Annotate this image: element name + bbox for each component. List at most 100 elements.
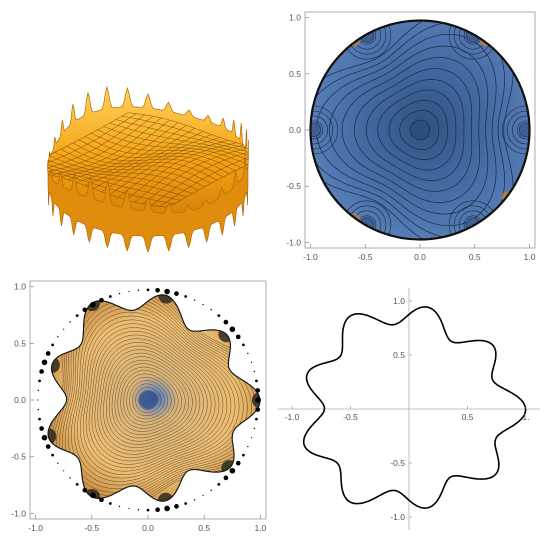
star-contour-plot: -1.0-1.0 -0.5 -0.5 0.0 0.0 0.5 0.5 1.0 1.0: [11, 280, 267, 533]
surface-plot: [47, 85, 249, 253]
star-outer-dot: [235, 460, 241, 466]
star-outer-dot: [223, 475, 229, 481]
disk-contour-line: [388, 99, 448, 161]
star-outer-dot: [69, 477, 71, 479]
disk-y-tick-label: -0.5: [286, 181, 301, 191]
star-outer-dot: [108, 502, 112, 505]
star-outer-dot: [164, 505, 170, 512]
star-outer-dot: [57, 462, 59, 464]
star-contour-line: [132, 383, 165, 417]
star-outer-dot: [69, 321, 71, 323]
star-outer-dot: [250, 437, 253, 439]
boundary-curve-plot: -1.0 -0.5 0.5 1. 1.0 0.5 -0.5 -1.0: [278, 288, 540, 530]
surface-mesh-line: [159, 148, 249, 207]
disk-boundary: [309, 19, 531, 241]
star-outer-dot: [51, 343, 54, 347]
star-outer-dot: [247, 352, 249, 355]
disk-y-tick-label: -1.0: [286, 237, 301, 247]
star-outer-dot: [90, 301, 96, 308]
star-outer-dot: [75, 314, 79, 318]
star-y-tick-label: -1.0: [11, 508, 26, 518]
star-outer-dot: [45, 351, 51, 356]
star-lobe-tip: [251, 392, 260, 408]
star-boundary: [47, 294, 261, 502]
star-outer-dot: [41, 359, 48, 366]
disk-boundary-contour: [310, 110, 334, 150]
star-outer-dot: [90, 492, 96, 499]
star-outer-dot: [75, 482, 79, 486]
surface-mesh-line: [151, 147, 249, 206]
star-outer-dot: [184, 295, 188, 298]
disk-contour-line: [329, 45, 489, 215]
surface-mesh-line: [167, 149, 249, 208]
surface-mesh: [47, 112, 249, 208]
star-contour-line: [68, 303, 248, 489]
star-x-tick-label: 0.5: [198, 523, 210, 533]
star-contour-line: [62, 295, 257, 497]
star-contour-line: [138, 390, 158, 410]
star-outer-dot: [250, 361, 253, 363]
star-contour-line: [97, 342, 208, 455]
star-outer-dot: [155, 507, 160, 513]
star-outer-dot: [118, 505, 121, 508]
curve-y-tick-label: -1.0: [390, 512, 405, 522]
star-outer-dot: [41, 434, 48, 441]
star-contour-line: [135, 386, 162, 413]
disk-boundary-contour: [506, 110, 530, 150]
star-outer-dot: [255, 407, 261, 412]
star-outer-dot: [235, 334, 241, 340]
star-contour-line: [77, 315, 236, 479]
star-contour-line: [71, 307, 244, 486]
star-contour-line: [114, 363, 186, 436]
star-contour-line: [106, 352, 197, 445]
star-outer-dot: [193, 299, 196, 301]
star-outer-dot: [164, 288, 170, 295]
star-outer-dot: [39, 426, 44, 431]
surface-mesh-line: [47, 169, 169, 208]
star-outer-dot: [247, 445, 249, 448]
disk-x-tick-label: 1.0: [524, 252, 536, 262]
star-contour-line: [74, 311, 240, 482]
star-outer-dot: [217, 314, 221, 318]
star-outer-dot: [223, 319, 229, 325]
star-outer-dot: [174, 291, 179, 296]
disk-contour-line: [354, 68, 473, 192]
surface-mesh-line: [47, 160, 187, 198]
disk-x-tick-label: 0.5: [469, 252, 481, 262]
disk-x-tick-label: -0.5: [358, 252, 373, 262]
star-contour-line: [103, 349, 201, 448]
star-outer-dot: [108, 295, 112, 298]
star-outer-dot: [37, 399, 39, 401]
disk-contour-line: [341, 57, 481, 203]
star-outer-dot: [45, 444, 51, 449]
disk-contour-plot: -1.0-1.0 -0.5 -0.5 0.0 0.0 0.5 0.5 1.0 1.0: [286, 11, 536, 262]
star-outer-dot: [37, 408, 40, 411]
star-contour-line: [108, 356, 193, 442]
star-outer-dot: [217, 482, 221, 486]
star-x-tick-label: -1.0: [28, 523, 43, 533]
star-outer-dot: [63, 470, 65, 472]
star-contour-line: [85, 327, 224, 468]
curve-x-tick-label: -1.0: [285, 412, 300, 422]
star-y-tick-label: 0.5: [14, 338, 26, 348]
star-outer-dot: [229, 467, 236, 474]
star-y-tick-label: 0.0: [14, 395, 26, 405]
star-outer-dot: [99, 297, 104, 303]
star-outer-dot: [38, 417, 41, 421]
disk-boundary-spot: [310, 122, 322, 138]
curve-x-tick-label: -0.5: [343, 412, 358, 422]
star-outer-dot: [99, 497, 104, 503]
curve-x-tick-label: 0.5: [462, 412, 474, 422]
star-contour-line: [80, 319, 232, 475]
star-outer-dot: [63, 328, 65, 330]
star-contour-line: [100, 345, 204, 452]
star-y-tick-label: -0.5: [11, 452, 26, 462]
star-contour-line: [111, 359, 190, 439]
disk-contour-line: [365, 79, 465, 181]
star-contour-line: [126, 376, 172, 423]
disk-y-tick-label: 0.5: [289, 69, 301, 79]
star-outer-dot: [37, 389, 40, 392]
disk-boundary-contour: [310, 120, 324, 140]
star-outer-dot: [255, 397, 261, 403]
star-outer-dot: [128, 507, 130, 510]
